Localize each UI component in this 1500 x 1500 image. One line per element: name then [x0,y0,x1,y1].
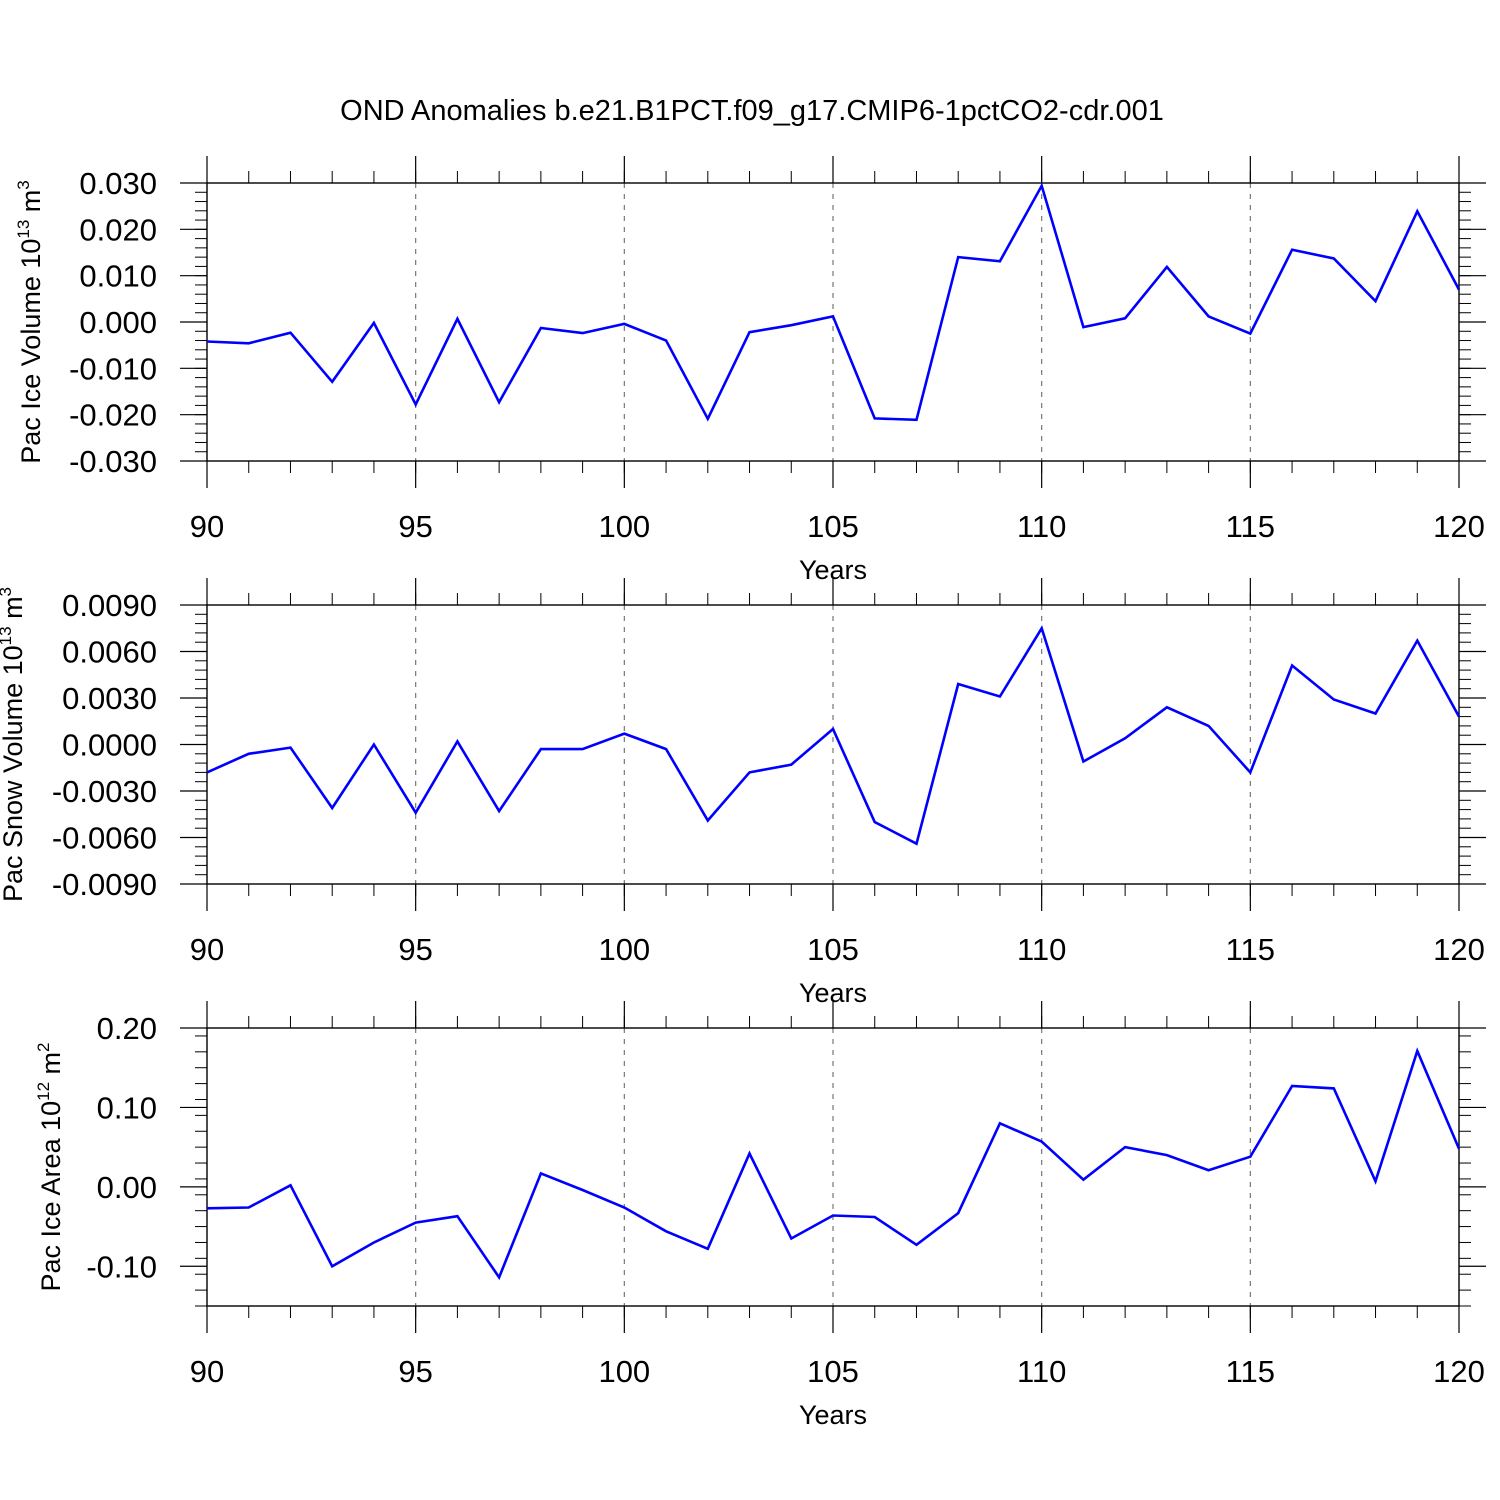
y-axis-label-exponent: 3 [14,180,33,189]
x-tick-label: 110 [1017,509,1066,544]
y-tick-label: -0.0060 [52,821,157,856]
series-line [206,625,1461,846]
x-tick-label: 95 [398,932,432,967]
y-tick-label: -0.0090 [52,867,157,902]
y-tick-label: 0.10 [97,1090,157,1125]
x-tick-label: 100 [598,1354,650,1389]
y-tick-label: -0.020 [69,398,157,433]
y-axis-label-part: Pac Ice Area 10 [36,1101,66,1292]
y-axis-label-part: m [16,190,46,220]
panel-2: -0.0090 -0.0060 -0.0030 0.0000 0.0030 0.0060 0… [0,578,1486,1008]
y-axis-label-part: Pac Snow Volume 10 [0,645,28,902]
plot-frame [206,1027,1460,1307]
y-tick-label: -0.0030 [52,774,157,809]
y-tick-label: 0.00 [97,1170,157,1205]
y-axis-label-exponent: 12 [34,1082,53,1101]
x-tick-label: 100 [598,932,650,967]
x-axis-label: Years [799,1400,867,1430]
x-tick-label: 120 [1433,1354,1485,1389]
x-tick-label: 120 [1433,932,1485,967]
x-tick-label: 110 [1017,1354,1066,1389]
y-tick-label: -0.10 [86,1249,157,1284]
figure-title: OND Anomalies b.e21.B1PCT.f09_g17.CMIP6-… [340,95,1164,127]
y-tick-label: 0.0060 [62,635,157,670]
y-axis-label-part: Pac Ice Volume 10 [16,239,46,464]
y-axis-label-exponent: 13 [14,220,33,239]
y-tick-label: 0.010 [79,259,157,294]
y-axis-label-part: m [0,596,28,626]
panel-1: -0.030 -0.020 -0.010 0.000 0.010 0.020 0.030 90… [14,156,1486,585]
x-tick-label: 115 [1226,1354,1275,1389]
x-tick-label: 100 [598,509,650,544]
y-axis-label: Pac Ice Volume 1013 m3 [14,180,46,464]
y-tick-label: 0.0090 [62,588,157,623]
x-tick-label: 105 [807,932,859,967]
y-tick-label: -0.010 [69,351,157,386]
panel-3: -0.10 0.00 0.10 0.20 90 95 100 105 110 115 120 Year… [34,1001,1486,1430]
x-tick-label: 105 [807,509,859,544]
y-axis-label-part: m [36,1052,66,1082]
y-axis-label-exponent: 13 [0,626,15,645]
y-tick-label: 0.020 [79,212,157,247]
x-tick-label: 90 [190,509,224,544]
x-tick-label: 90 [190,932,224,967]
series-line [206,182,1461,422]
series-line [206,1047,1461,1281]
x-tick-label: 115 [1226,932,1275,967]
x-tick-label: 95 [398,509,432,544]
x-tick-label: 120 [1433,509,1485,544]
y-axis-label: Pac Ice Area 1012 m2 [34,1042,66,1291]
panels-group: -0.030 -0.020 -0.010 0.000 0.010 0.020 0.030 90… [0,156,1486,1430]
x-tick-label: 105 [807,1354,859,1389]
y-tick-label: 0.20 [97,1011,157,1046]
y-axis-label-exponent: 3 [0,587,15,596]
y-tick-label: 0.0030 [62,681,157,716]
x-tick-label: 90 [190,1354,224,1389]
x-tick-label: 110 [1017,932,1066,967]
y-tick-label: 0.030 [79,166,157,201]
y-axis-label: Pac Snow Volume 1013 m3 [0,587,28,902]
y-tick-label: 0.000 [79,305,157,340]
x-tick-label: 95 [398,1354,432,1389]
y-tick-label: -0.030 [69,444,157,479]
plot-frame [206,182,1460,462]
y-tick-label: 0.0000 [62,728,157,763]
x-tick-label: 115 [1226,509,1275,544]
plot-frame [206,604,1460,885]
y-axis-label-exponent: 2 [34,1042,53,1051]
